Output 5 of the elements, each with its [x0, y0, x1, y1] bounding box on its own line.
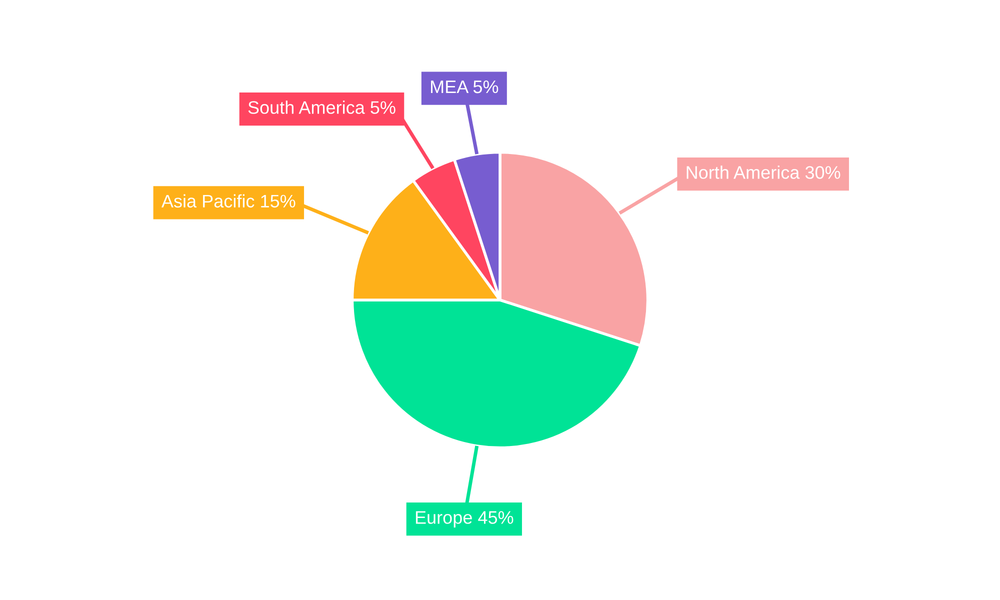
- slice-label: South America 5%: [248, 100, 396, 114]
- slice-label: Europe 45%: [416, 511, 514, 528]
- slice-label: North America 30%: [686, 166, 840, 179]
- slice-label: Asia Pacific 15%: [161, 194, 296, 208]
- slice-label: MEA 5%: [431, 80, 498, 94]
